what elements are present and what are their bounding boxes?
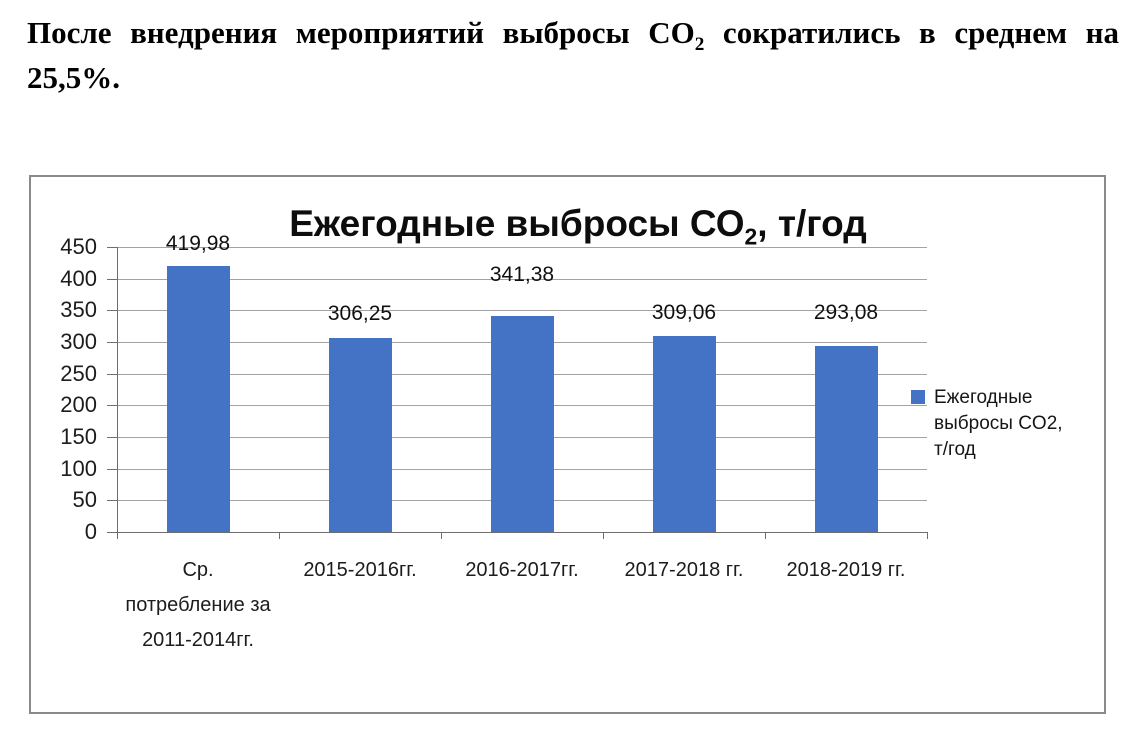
caption-text: После внедрения мероприятий выбросы СО2 …	[27, 10, 1119, 100]
chart-title-pre: Ежегодные выбросы СО	[289, 203, 745, 244]
x-axis-category-label-line: 2018-2019 гг.	[786, 559, 906, 581]
y-axis-tick-mark	[107, 405, 117, 407]
x-axis-category-label-line: 2011-2014гг.	[142, 629, 254, 651]
bar	[490, 315, 554, 532]
x-axis-line	[117, 532, 927, 533]
x-axis-category-label: 2015-2016гг.	[267, 553, 453, 588]
caption-line1-pre: После внедрения мероприятий выбросы СО	[27, 15, 695, 50]
x-axis-category-label-line: 2015-2016гг.	[303, 559, 417, 581]
x-axis-category-label-line: 2016-2017гг.	[465, 559, 579, 581]
caption-line-1: После внедрения мероприятий выбросы СО2 …	[27, 10, 1119, 55]
bar-value-label: 293,08	[813, 301, 879, 325]
bar-value-label: 309,06	[651, 301, 717, 325]
legend-label-line: Ежегодные	[934, 387, 1033, 408]
legend-label-line: выбросы CO2,	[934, 413, 1063, 434]
caption-line-2: 25,5%.	[27, 60, 120, 95]
bar	[652, 336, 716, 532]
chart-title-post: , т/год	[757, 203, 867, 244]
y-axis-tick-label: 350	[60, 297, 97, 323]
bar-value-label: 306,25	[327, 302, 393, 326]
bar-value-label: 419,98	[165, 232, 231, 255]
y-axis-tick-label: 50	[72, 487, 97, 513]
x-axis-category-label: 2016-2017гг.	[429, 553, 615, 588]
y-axis-tick-mark	[107, 310, 117, 312]
y-axis-tick-mark	[107, 500, 117, 502]
y-axis-tick-label: 250	[60, 360, 97, 386]
y-gridline	[117, 310, 927, 312]
y-axis-tick-label: 300	[60, 329, 97, 354]
caption-line1-post: сократились в среднем на	[704, 15, 1119, 50]
x-axis-category-label: Ср. потребление за 2011-2014гг.	[105, 553, 291, 658]
y-axis-tick-mark	[107, 373, 117, 375]
y-axis-tick-label: 450	[60, 234, 97, 259]
chart-title: Ежегодные выбросы СО2, т/год	[117, 201, 1039, 250]
x-axis-category-label-line: потребление за	[125, 594, 271, 616]
co2-emissions-bar-chart: Ежегодные выбросы СО2, т/год 0 50 100 150 20…	[29, 175, 1106, 714]
y-gridline	[117, 278, 927, 280]
x-axis-tick-mark	[603, 532, 604, 539]
bar-value-label: 341,38	[489, 262, 555, 286]
legend-series-swatch-icon	[911, 390, 925, 404]
y-axis-tick-mark	[107, 247, 117, 248]
bar	[814, 346, 878, 532]
y-axis-tick-label: 200	[60, 392, 97, 418]
legend-label-line: т/год	[934, 439, 976, 460]
y-axis-tick-mark	[107, 342, 117, 343]
y-gridline	[117, 247, 927, 248]
y-axis-tick-label: 150	[60, 424, 97, 449]
y-axis-tick-label: 0	[84, 519, 97, 544]
y-axis-tick-label: 100	[60, 455, 97, 481]
bar	[328, 338, 392, 532]
x-axis-tick-mark	[279, 532, 280, 539]
x-axis-tick-mark	[765, 532, 766, 539]
x-axis-tick-mark	[927, 532, 928, 539]
x-axis-category-label-line: Ср.	[182, 559, 214, 581]
y-axis-tick-label: 400	[60, 265, 97, 291]
legend-series-label: Ежегодные выбросы CO2, т/год	[934, 385, 1119, 463]
y-axis-tick-mark	[107, 437, 117, 438]
x-axis-tick-mark	[441, 532, 442, 539]
x-axis-category-label-line: 2017-2018 гг.	[624, 559, 744, 581]
y-axis-tick-mark	[107, 468, 117, 470]
bar	[166, 266, 230, 532]
y-axis-line	[117, 247, 118, 539]
y-axis-tick-mark	[107, 532, 117, 533]
y-axis-tick-mark	[107, 278, 117, 280]
caption-co2-subscript: 2	[694, 34, 705, 56]
chart-title-co2-subscript: 2	[744, 223, 758, 250]
x-axis-category-label: 2017-2018 гг.	[591, 553, 777, 588]
x-axis-category-label: 2018-2019 гг.	[753, 553, 939, 588]
